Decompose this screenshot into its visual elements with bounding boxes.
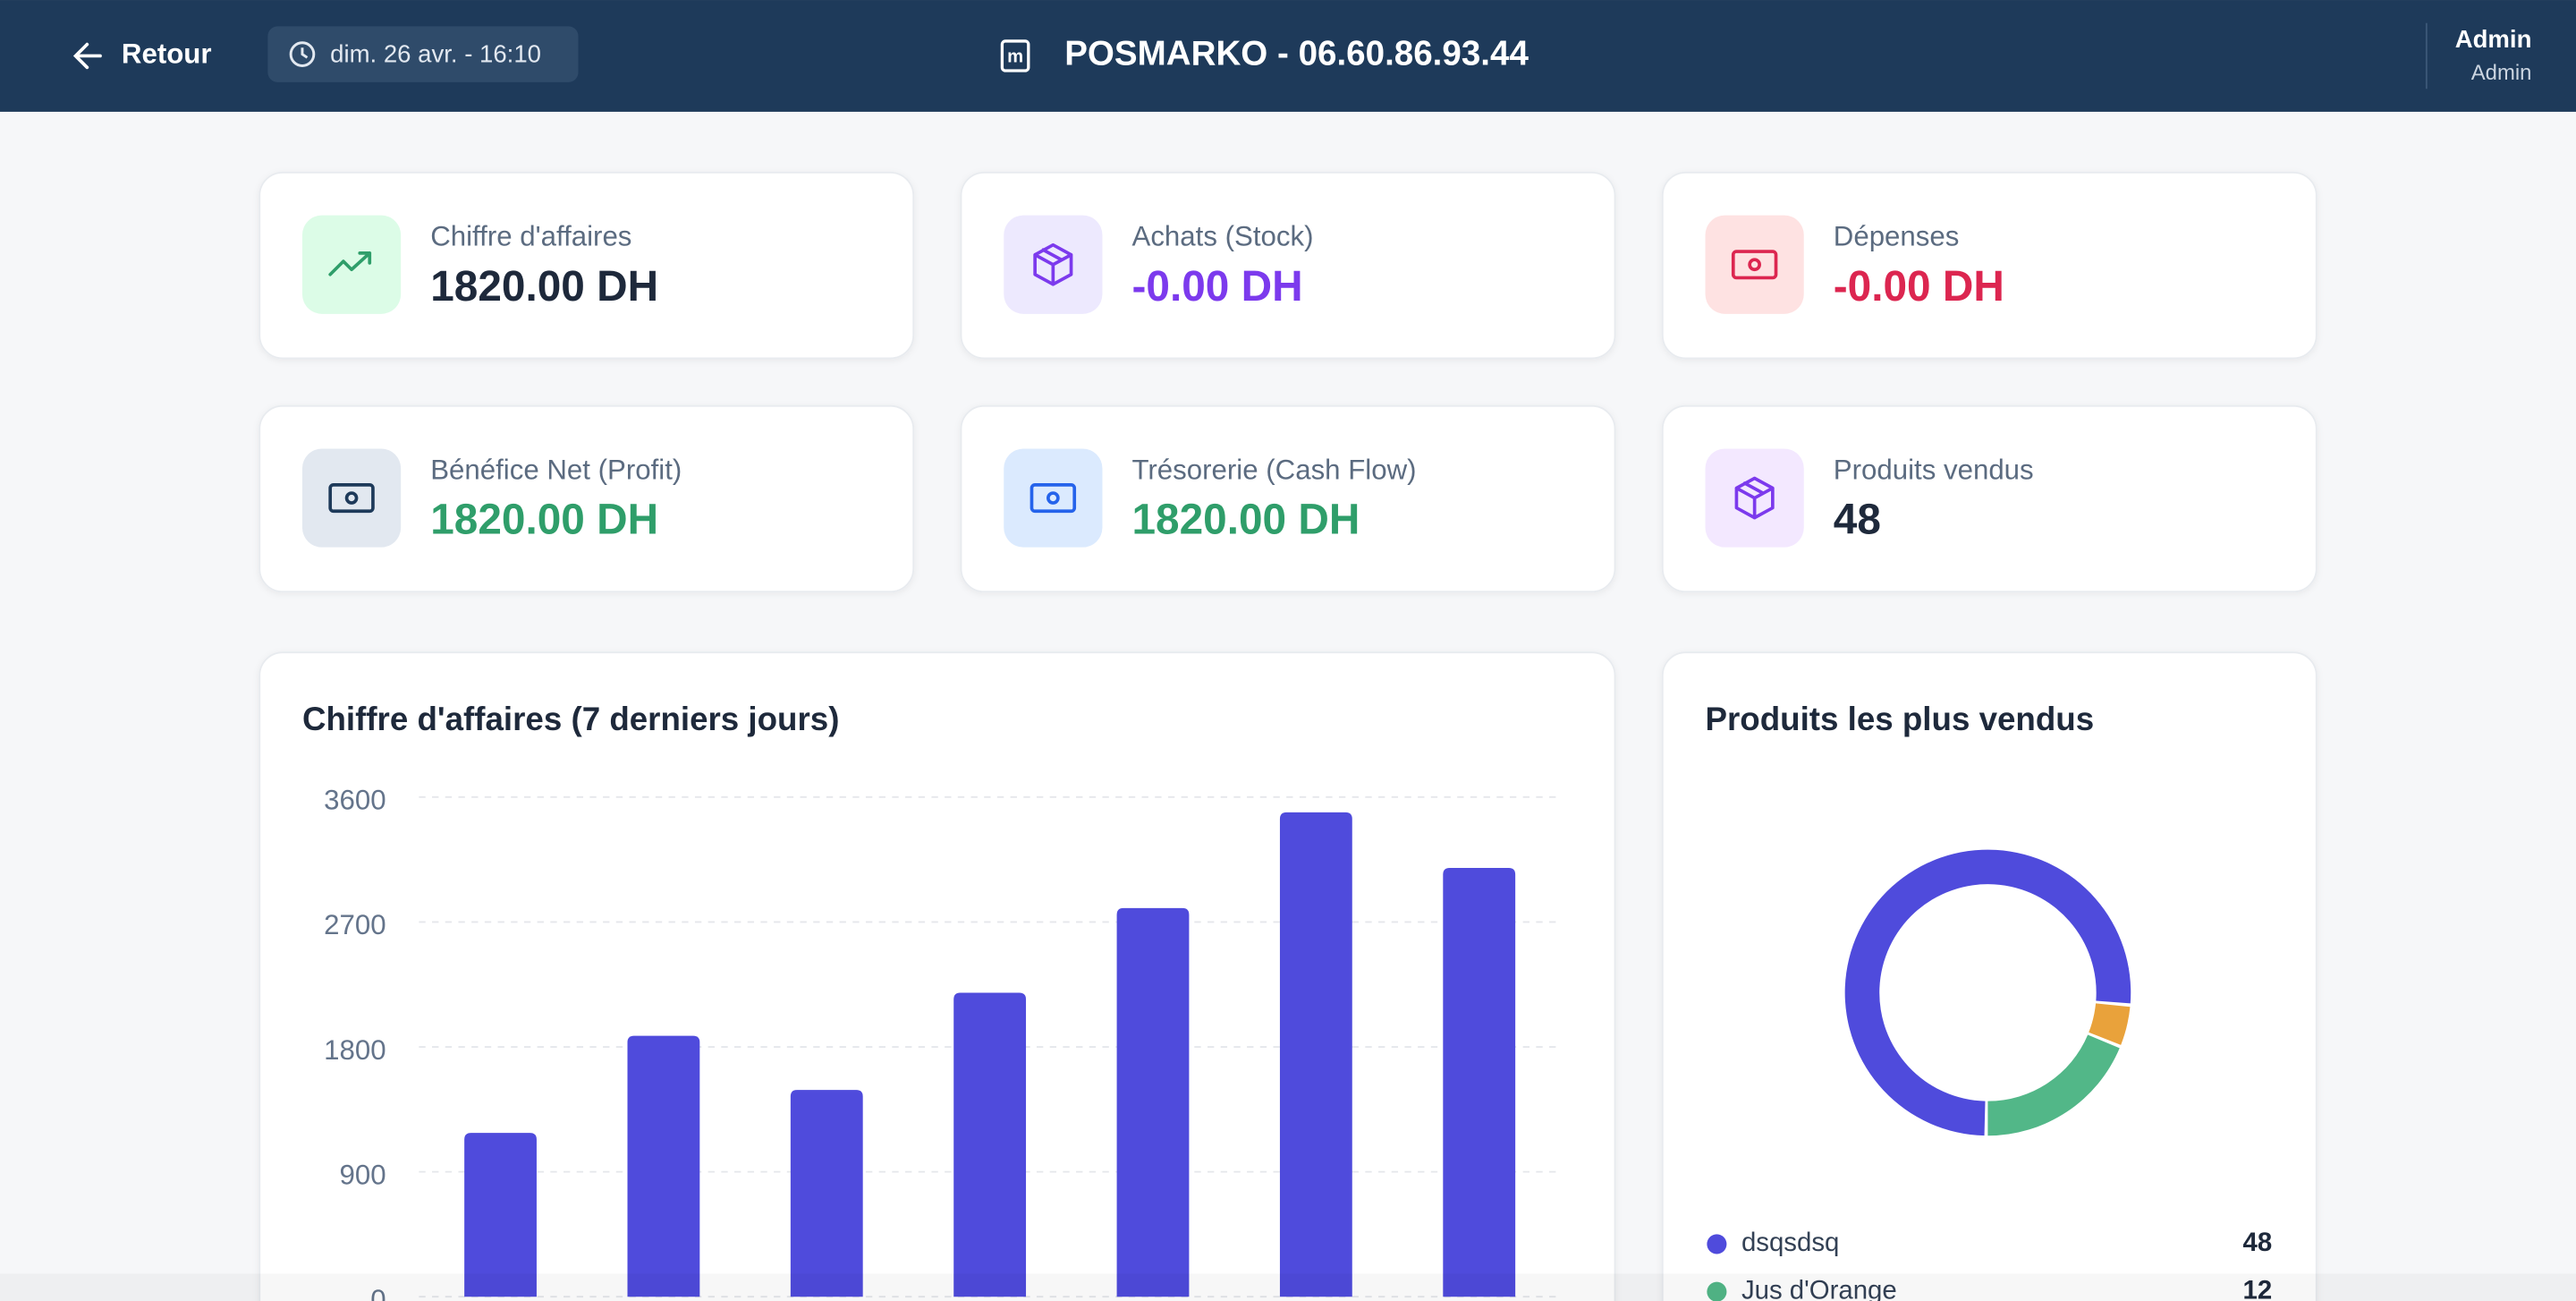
- stat-icon: [1731, 250, 1778, 280]
- stat-icon-box: [301, 448, 402, 548]
- bar: [1443, 867, 1516, 1297]
- user-role: Admin: [2471, 61, 2532, 85]
- pie-title: Produits les plus vendus: [1706, 701, 2095, 737]
- back-label[interactable]: Retour: [122, 38, 212, 70]
- stat-card: [258, 171, 915, 360]
- datetime: dim. 26 avr. - 16:10: [330, 40, 541, 68]
- clock-icon: [289, 41, 316, 67]
- y-tick-label: 3600: [324, 785, 386, 816]
- legend-value: 48: [2243, 1228, 2273, 1257]
- stat-value: -0.00 DH: [1132, 263, 1303, 310]
- pie-card: [1661, 651, 2318, 1301]
- stat-label: Chiffre d'affaires: [430, 221, 631, 252]
- stat-value: 1820.00 DH: [430, 497, 658, 544]
- bar-title: Chiffre d'affaires (7 derniers jours): [302, 701, 839, 737]
- logo-icon: [1000, 39, 1030, 72]
- stat-icon-dot: [344, 491, 359, 505]
- stat-label: Achats (Stock): [1132, 221, 1314, 252]
- header-title: POSMARKO - 06.60.86.93.44: [1064, 35, 1529, 73]
- donut-slice: [2089, 1003, 2131, 1045]
- bar: [790, 1090, 863, 1297]
- stat-label: Trésorerie (Cash Flow): [1132, 454, 1417, 485]
- datetime-pill: [267, 26, 579, 82]
- stat-card: [960, 171, 1616, 360]
- logo-letter: m: [1007, 47, 1023, 67]
- bar: [1279, 812, 1352, 1297]
- stat-value: 1820.00 DH: [1132, 497, 1360, 544]
- legend-label: dsqsdsq: [1741, 1228, 1839, 1257]
- donut-slice: [1987, 1034, 2120, 1136]
- legend-dot: [1707, 1234, 1727, 1254]
- stat-icon: [1033, 242, 1073, 286]
- stat-card: [258, 404, 915, 593]
- y-tick-label: 2700: [324, 909, 386, 940]
- stat-icon-box: [301, 215, 402, 314]
- legend-dot: [1707, 1281, 1727, 1301]
- legend-value: 12: [2243, 1275, 2273, 1301]
- back-button[interactable]: Retour: [72, 38, 212, 70]
- stat-value: 1820.00 DH: [430, 263, 658, 310]
- bar-card: [258, 651, 1616, 1301]
- stat-label: Dépenses: [1834, 221, 1960, 252]
- stat-icon-dot: [1046, 491, 1060, 505]
- stat-icon-box: [1004, 448, 1103, 548]
- bar: [464, 1133, 537, 1297]
- bar: [1116, 907, 1190, 1297]
- stat-card: [960, 404, 1616, 593]
- y-tick-label: 0: [370, 1284, 386, 1301]
- user-name: Admin: [2455, 25, 2532, 53]
- stat-value: 48: [1834, 497, 1881, 544]
- clock-hands: [301, 47, 309, 59]
- bar: [953, 992, 1027, 1297]
- stat-label: Produits vendus: [1834, 454, 2034, 485]
- back-icon: [72, 42, 102, 70]
- stat-card: [1661, 404, 2318, 593]
- stat-icon: [328, 251, 372, 276]
- stat-icon-dot: [1748, 258, 1761, 272]
- stat-label: Bénéfice Net (Profit): [430, 454, 682, 485]
- stat-value: -0.00 DH: [1834, 263, 2004, 310]
- legend-label: Jus d'Orange: [1741, 1275, 1897, 1301]
- y-tick-label: 900: [340, 1159, 386, 1190]
- stat-card: [1661, 171, 2318, 360]
- stat-icon: [1734, 476, 1775, 520]
- stat-icon-box: [1705, 215, 1804, 314]
- y-tick-label: 1800: [324, 1034, 386, 1066]
- stat-icon: [328, 483, 375, 514]
- stat-icon: [1030, 483, 1077, 514]
- bottom-fade: [0, 1273, 2576, 1301]
- bar: [627, 1035, 700, 1297]
